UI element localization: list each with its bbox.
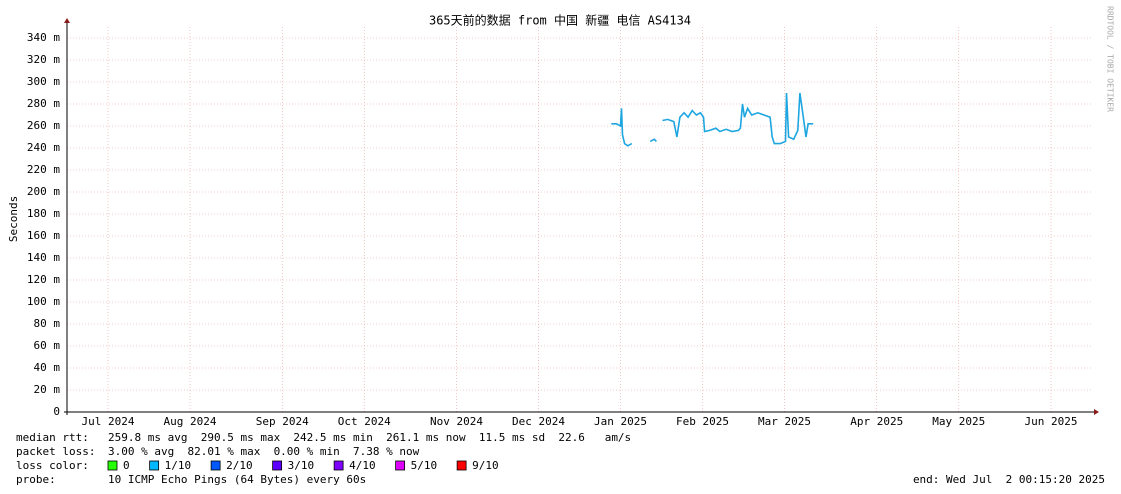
y-tick-label: 80 m bbox=[34, 317, 61, 330]
x-tick-label: Oct 2024 bbox=[338, 415, 391, 428]
y-tick-label: 300 m bbox=[27, 75, 60, 88]
x-tick-label: Aug 2024 bbox=[164, 415, 217, 428]
loss-label: 2/10 bbox=[226, 459, 253, 472]
y-tick-label: 60 m bbox=[34, 339, 61, 352]
loss-swatch bbox=[107, 460, 118, 471]
loss-swatch bbox=[210, 460, 221, 471]
y-tick-label: 160 m bbox=[27, 229, 60, 242]
chart-title: 365天前的数据 from 中国 新疆 电信 AS4134 bbox=[429, 13, 691, 28]
loss-swatch bbox=[272, 460, 283, 471]
y-tick-label: 0 bbox=[53, 405, 60, 418]
loss-swatch bbox=[149, 460, 160, 471]
x-tick-label: May 2025 bbox=[932, 415, 985, 428]
y-tick-label: 220 m bbox=[27, 163, 60, 176]
x-tick-label: Mar 2025 bbox=[758, 415, 811, 428]
y-tick-label: 100 m bbox=[27, 295, 60, 308]
loss-label: 9/10 bbox=[472, 459, 499, 472]
y-tick-label: 180 m bbox=[27, 207, 60, 220]
loss-label: 0 bbox=[123, 459, 130, 472]
x-tick-label: Apr 2025 bbox=[850, 415, 903, 428]
side-text: RRDTOOL / TOBI OETIKER bbox=[1106, 6, 1115, 112]
probe-label: probe: bbox=[16, 473, 56, 486]
loss-label: 5/10 bbox=[411, 459, 438, 472]
y-tick-label: 120 m bbox=[27, 273, 60, 286]
end-time: end: Wed Jul 2 00:15:20 2025 bbox=[913, 473, 1105, 486]
loss-swatch bbox=[395, 460, 406, 471]
probe-text: 10 ICMP Echo Pings (64 Bytes) every 60s bbox=[108, 473, 366, 486]
y-tick-label: 320 m bbox=[27, 53, 60, 66]
y-tick-label: 240 m bbox=[27, 141, 60, 154]
x-tick-label: Jul 2024 bbox=[82, 415, 135, 428]
x-tick-label: Nov 2024 bbox=[430, 415, 483, 428]
y-tick-label: 280 m bbox=[27, 97, 60, 110]
x-tick-label: Jun 2025 bbox=[1025, 415, 1078, 428]
y-tick-label: 140 m bbox=[27, 251, 60, 264]
x-tick-label: Jan 2025 bbox=[594, 415, 647, 428]
loss-label: 1/10 bbox=[165, 459, 192, 472]
y-tick-label: 20 m bbox=[34, 383, 61, 396]
y-tick-label: 340 m bbox=[27, 31, 60, 44]
loss-swatch bbox=[333, 460, 344, 471]
y-axis-label: Seconds bbox=[7, 196, 20, 242]
x-tick-label: Sep 2024 bbox=[256, 415, 309, 428]
loss-label: 3/10 bbox=[288, 459, 315, 472]
y-tick-label: 200 m bbox=[27, 185, 60, 198]
loss-color-label: loss color: bbox=[16, 459, 89, 472]
y-axis-arrow bbox=[64, 18, 70, 23]
stat-text: 3.00 % avg 82.01 % max 0.00 % min 7.38 %… bbox=[108, 445, 420, 458]
stat-label: packet loss: bbox=[16, 445, 95, 458]
y-tick-label: 260 m bbox=[27, 119, 60, 132]
x-tick-label: Feb 2025 bbox=[676, 415, 729, 428]
x-tick-label: Dec 2024 bbox=[512, 415, 565, 428]
rtt-line bbox=[611, 92, 814, 147]
stat-label: median rtt: bbox=[16, 431, 89, 444]
loss-swatch bbox=[456, 460, 467, 471]
loss-label: 4/10 bbox=[349, 459, 376, 472]
stat-text: 259.8 ms avg 290.5 ms max 242.5 ms min 2… bbox=[108, 431, 631, 444]
y-tick-label: 40 m bbox=[34, 361, 61, 374]
x-axis-arrow bbox=[1094, 409, 1099, 415]
